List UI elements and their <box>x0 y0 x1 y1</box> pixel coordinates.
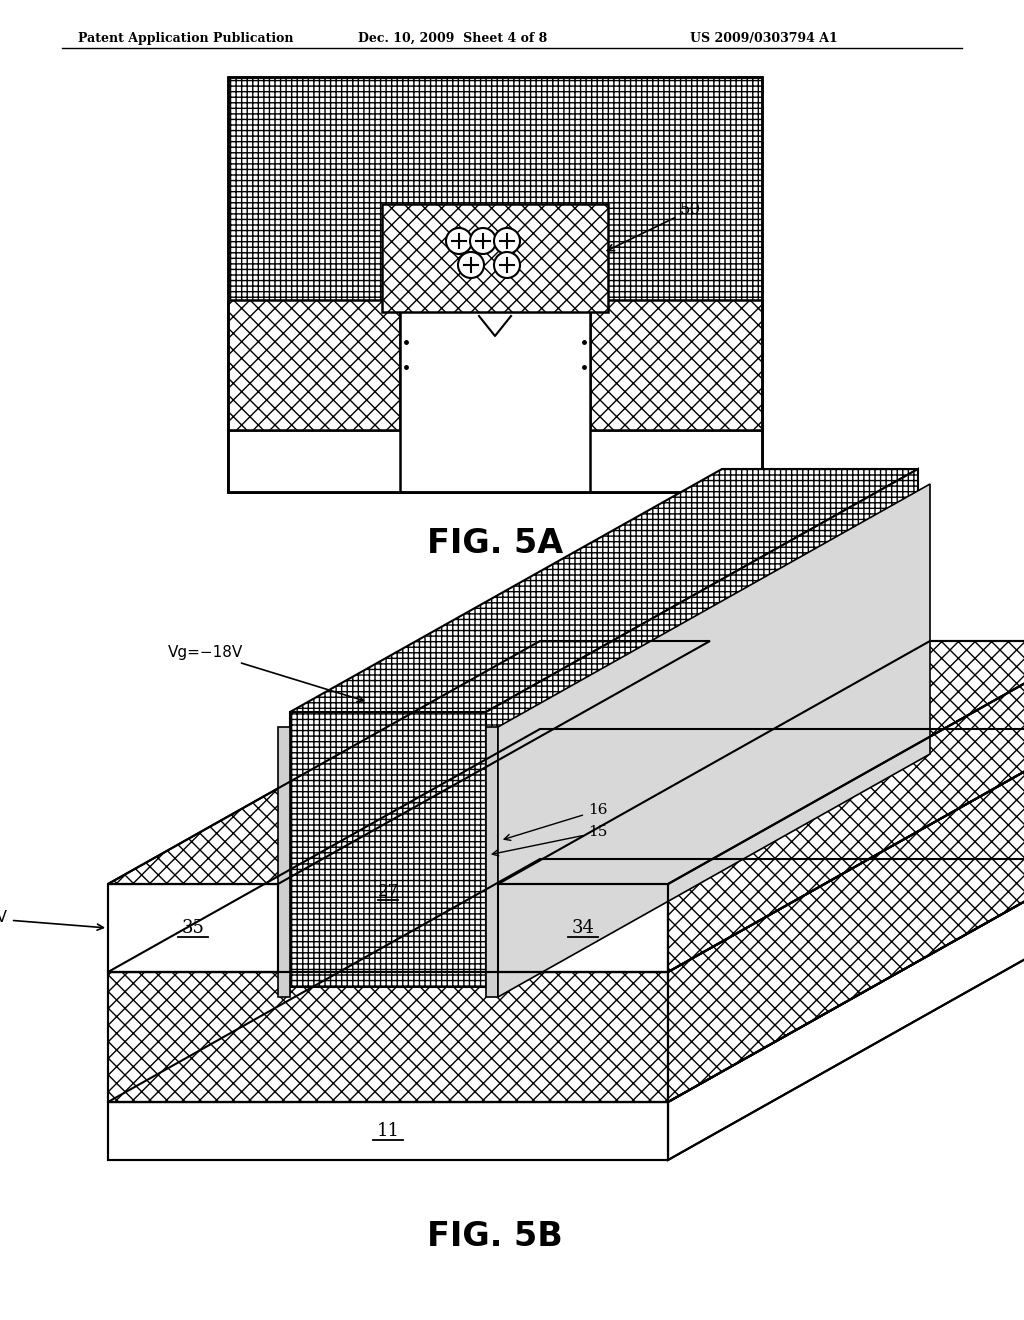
Text: 15: 15 <box>493 825 607 855</box>
Polygon shape <box>498 484 930 997</box>
Bar <box>382 205 608 312</box>
Polygon shape <box>668 729 1024 1102</box>
Text: 11: 11 <box>377 1122 399 1140</box>
Text: Vg=−18V: Vg=−18V <box>168 644 364 702</box>
Polygon shape <box>486 469 918 987</box>
Polygon shape <box>498 884 668 972</box>
Polygon shape <box>290 711 486 987</box>
Polygon shape <box>668 642 1024 972</box>
Bar <box>228 77 762 492</box>
Bar <box>228 430 762 492</box>
Text: Dec. 10, 2009  Sheet 4 of 8: Dec. 10, 2009 Sheet 4 of 8 <box>358 32 547 45</box>
Bar <box>590 300 762 430</box>
Polygon shape <box>278 727 290 997</box>
Circle shape <box>494 252 520 279</box>
Text: 34: 34 <box>571 919 595 937</box>
Text: 50: 50 <box>607 202 701 251</box>
Polygon shape <box>498 642 1024 884</box>
Text: 16: 16 <box>504 804 607 841</box>
Polygon shape <box>108 972 668 1102</box>
Circle shape <box>494 228 520 253</box>
Text: 27: 27 <box>378 883 398 900</box>
Text: 35: 35 <box>181 919 205 937</box>
Text: FIG. 5B: FIG. 5B <box>427 1220 563 1253</box>
Bar <box>228 300 400 430</box>
Circle shape <box>470 228 496 253</box>
Polygon shape <box>108 884 278 972</box>
Text: Patent Application Publication: Patent Application Publication <box>78 32 294 45</box>
Text: Vd=0V: Vd=0V <box>0 911 103 931</box>
Polygon shape <box>290 469 918 711</box>
Text: US 2009/0303794 A1: US 2009/0303794 A1 <box>690 32 838 45</box>
Polygon shape <box>108 859 1024 1102</box>
Polygon shape <box>108 1102 668 1160</box>
Text: FIG. 5A: FIG. 5A <box>427 527 563 560</box>
Circle shape <box>458 252 484 279</box>
Polygon shape <box>486 727 498 997</box>
Polygon shape <box>108 642 710 884</box>
Bar <box>400 300 590 492</box>
Bar <box>228 77 762 492</box>
Polygon shape <box>668 859 1024 1160</box>
Circle shape <box>446 228 472 253</box>
Polygon shape <box>108 729 1024 972</box>
